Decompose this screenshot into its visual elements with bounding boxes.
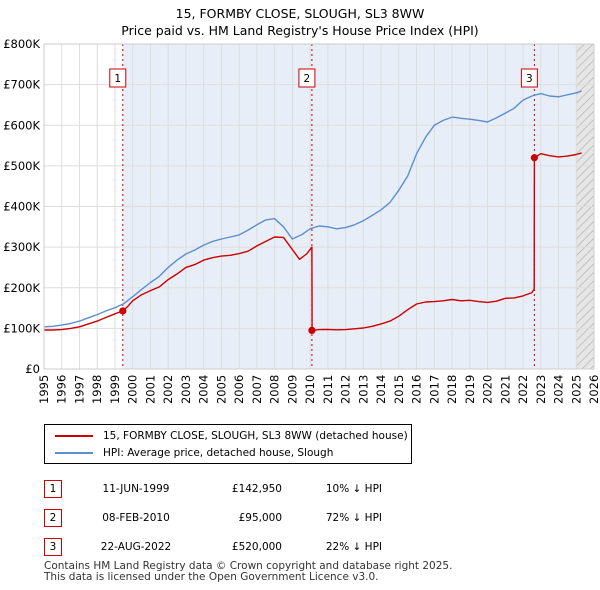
y-tick-label: £300K	[3, 240, 40, 254]
sale-point	[119, 307, 127, 315]
footer-line-copyright: Contains HM Land Registry data © Crown c…	[44, 560, 453, 572]
sale-point	[308, 326, 316, 335]
x-tick-label: 2022	[516, 375, 530, 404]
x-tick-label: 2010	[303, 375, 317, 404]
x-tick-label: 2017	[427, 375, 441, 404]
sale-date: 11-JUN-1999	[102, 482, 170, 495]
x-tick-label: 1995	[37, 375, 51, 404]
sale-price: £520,000	[231, 540, 282, 553]
sale-date: 22-AUG-2022	[100, 540, 172, 553]
sale-number-box	[109, 68, 127, 88]
legend-item-hpi: HPI: Average price, detached house, Slou…	[55, 446, 333, 460]
sale-hpi-diff: 72% ↓ HPI	[325, 511, 382, 524]
sale-number-label: 3	[526, 73, 533, 85]
sale-point	[530, 154, 538, 162]
x-tick-label: 1996	[55, 375, 69, 404]
sale-hpi-diff: 22% ↓ HPI	[325, 540, 382, 553]
chart-legend: 15, FORMBY CLOSE, SLOUGH, SL3 8WW (detac…	[44, 424, 412, 464]
x-tick-label: 2019	[463, 375, 477, 404]
y-tick-label: £100K	[3, 321, 40, 335]
x-tick-label: 2016	[410, 375, 424, 404]
sale-marker-badge: 2	[44, 508, 62, 527]
price-chart: 15, FORMBY CLOSE, SLOUGH, SL3 8WW Price …	[3, 6, 600, 404]
table-row: 2 08-FEB-2010 £95,000 72% ↓ HPI	[44, 503, 382, 532]
plot-frame	[43, 43, 595, 370]
x-tick-label: 2021	[498, 375, 512, 404]
x-tick-label: 2025	[569, 375, 583, 404]
sale-number-label: 2	[304, 73, 311, 85]
x-tick-label: 1999	[108, 375, 122, 404]
y-tick-label: £800K	[3, 37, 40, 51]
x-tick-label: 2001	[143, 375, 157, 404]
x-tick-label: 2008	[268, 375, 282, 404]
sale-price: £95,000	[238, 511, 282, 524]
sale-number-box	[298, 68, 316, 88]
sales-table: 1 11-JUN-1999 £142,950 10% ↓ HPI 2 08-FE…	[44, 474, 382, 561]
legend-label-hpi: HPI: Average price, detached house, Slou…	[103, 447, 334, 459]
footer-line-licence: This data is licensed under the Open Gov…	[44, 571, 379, 583]
x-tick-label: 2020	[481, 375, 495, 404]
legend-label-property: 15, FORMBY CLOSE, SLOUGH, SL3 8WW (detac…	[103, 430, 408, 442]
x-tick-label: 2005	[214, 375, 228, 404]
y-tick-label: £400K	[3, 200, 40, 214]
x-tick-label: 2006	[232, 375, 246, 404]
y-tick-label: £500K	[3, 159, 40, 173]
y-tick-label: £600K	[3, 118, 40, 132]
x-tick-label: 2002	[161, 375, 175, 404]
x-tick-label: 2003	[179, 375, 193, 404]
x-tick-label: 2009	[285, 375, 299, 404]
x-tick-label: 2024	[552, 375, 566, 404]
legend-swatch-red	[55, 435, 93, 437]
sale-number-label: 1	[114, 73, 121, 85]
footer-attribution: Contains HM Land Registry data © Crown c…	[44, 561, 452, 583]
x-tick-label: 2007	[250, 375, 264, 404]
x-tick-label: 2012	[339, 375, 353, 404]
x-tick-label: 2014	[374, 375, 388, 404]
y-tick-label: £200K	[3, 281, 40, 295]
legend-item-property: 15, FORMBY CLOSE, SLOUGH, SL3 8WW (detac…	[55, 429, 408, 443]
sale-hpi-diff: 10% ↓ HPI	[325, 482, 382, 495]
chart-subtitle: Price paid vs. HM Land Registry's House …	[121, 23, 478, 38]
sale-marker-badge: 3	[44, 537, 62, 556]
x-tick-label: 2013	[356, 375, 370, 404]
x-tick-label: 1998	[90, 375, 104, 404]
x-tick-label: 2000	[126, 375, 140, 404]
table-row: 1 11-JUN-1999 £142,950 10% ↓ HPI	[44, 474, 382, 503]
sale-date: 08-FEB-2010	[102, 511, 170, 524]
x-tick-label: 2018	[445, 375, 459, 404]
x-tick-label: 2015	[392, 375, 406, 404]
legend-swatch-blue	[55, 452, 93, 454]
x-tick-label: 2026	[587, 375, 600, 404]
table-row: 3 22-AUG-2022 £520,000 22% ↓ HPI	[44, 532, 382, 561]
sale-number-box	[520, 68, 538, 88]
x-tick-label: 2023	[534, 375, 548, 404]
sale-marker-badge: 1	[44, 479, 62, 498]
chart-title: 15, FORMBY CLOSE, SLOUGH, SL3 8WW	[176, 6, 425, 21]
x-tick-label: 2011	[321, 375, 335, 404]
x-tick-label: 2004	[197, 375, 211, 404]
sale-price: £142,950	[231, 482, 282, 495]
y-tick-label: £700K	[3, 78, 40, 92]
x-tick-label: 1997	[72, 375, 86, 404]
series-line	[43, 90, 582, 328]
y-tick-label: £0	[25, 362, 40, 376]
